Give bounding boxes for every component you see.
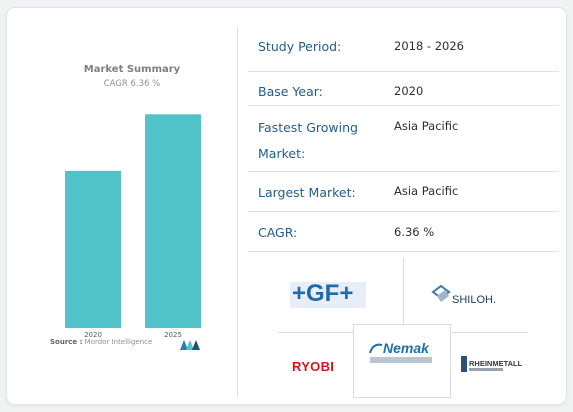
chart-title: Market Summary: [83, 64, 181, 75]
cagr-value: 6.36 %: [394, 225, 435, 239]
fastest-growing-label-line1: Fastest Growing: [258, 120, 358, 135]
largest-market-value: Asia Pacific: [394, 184, 459, 198]
bar-2025: [145, 114, 201, 329]
gf-logo-background: [290, 282, 366, 308]
summary-table: Study Period: 2018 - 2026 Base Year: 202…: [248, 22, 559, 252]
fastest-growing-value: Asia Pacific: [394, 119, 459, 133]
x-tick-2025: 2025: [164, 331, 182, 338]
fastest-growing-label-line2: Market:: [258, 146, 306, 161]
row-largest-market: Largest Market: Asia Pacific: [248, 172, 559, 212]
base-year-label: Base Year:: [258, 84, 323, 99]
rheinmetall-logo-icon: [461, 356, 467, 372]
rheinmetall-logo: RHEINMETALL: [469, 359, 523, 368]
mordor-intelligence-logo-icon: [180, 340, 200, 350]
source-text: Mordor Intelligence: [84, 338, 153, 346]
rheinmetall-tagline-band: [469, 368, 503, 371]
bar-chart: 2020 2025: [65, 114, 201, 338]
study-period-label: Study Period:: [258, 39, 342, 54]
x-tick-2020: 2020: [84, 331, 102, 338]
shiloh-logo: SHILOH.: [452, 294, 497, 306]
row-cagr: CAGR: 6.36 %: [248, 212, 559, 252]
shiloh-logo-icon: [431, 284, 451, 302]
gf-logo: +GF+: [292, 280, 354, 307]
logo-divider-vertical: [403, 258, 404, 328]
chart-subtitle: CAGR 6.36 %: [103, 79, 161, 89]
key-players-logos: +GF+ SHILOH. RYOBI Nemak RHEINMETALL: [248, 248, 559, 398]
ryobi-logo: RYOBI: [292, 359, 335, 374]
nemak-tagline-band: [370, 357, 432, 363]
source-label: Source :: [50, 338, 83, 346]
market-summary-card: Market Summary CAGR 6.36 % 2020 2025 Sou…: [6, 7, 567, 405]
nemak-logo-icon: [369, 343, 383, 354]
panel-divider: [237, 26, 238, 398]
study-period-value: 2018 - 2026: [394, 39, 464, 53]
base-year-value: 2020: [394, 84, 424, 98]
nemak-logo: Nemak: [383, 340, 429, 356]
largest-market-label: Largest Market:: [258, 185, 356, 200]
chart-source: Source : Mordor Intelligence: [50, 338, 152, 346]
bar-2020: [65, 170, 121, 328]
row-fastest-growing: Fastest Growing Market: Asia Pacific: [248, 106, 559, 172]
row-base-year: Base Year: 2020: [248, 72, 559, 106]
cagr-label: CAGR:: [258, 225, 298, 240]
row-study-period: Study Period: 2018 - 2026: [248, 22, 559, 72]
